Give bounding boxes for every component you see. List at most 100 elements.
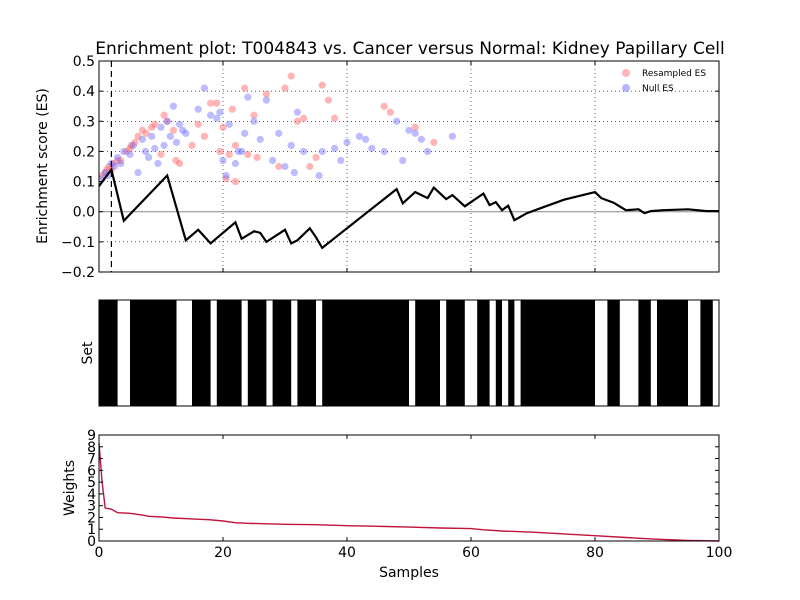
set-gap	[241, 300, 248, 406]
null-es-point	[281, 162, 289, 171]
set-bars	[99, 300, 719, 406]
null-es-point	[293, 108, 301, 116]
legend-resampled-marker	[622, 69, 630, 77]
null-es-point	[275, 129, 283, 137]
set-gap	[489, 300, 496, 406]
resampled-es-point	[213, 99, 221, 107]
resampled-es-point	[188, 141, 196, 149]
set-gap	[117, 300, 130, 406]
null-es-point	[448, 132, 456, 140]
resampled-es-point	[200, 132, 208, 140]
resampled-es-point	[225, 150, 233, 159]
resampled-es-point	[386, 108, 394, 116]
null-es-point	[368, 144, 376, 153]
y-tick-label: 8	[87, 440, 96, 456]
weights-line-group	[98, 443, 720, 542]
resampled-es-point	[176, 159, 184, 168]
null-es-point	[231, 159, 239, 168]
resampled-es-point	[194, 120, 202, 128]
null-es-point	[262, 96, 270, 104]
set-gap	[409, 300, 416, 406]
weights-x-ticks: 0 20 40 60 80 100	[95, 435, 733, 561]
null-es-point	[287, 141, 295, 149]
resampled-es-point	[163, 117, 171, 125]
set-frame	[98, 299, 720, 407]
resampled-es-point	[207, 99, 215, 107]
null-es-point	[343, 138, 351, 146]
x-tick-label: 60	[462, 545, 480, 561]
legend-resampled-label: Resampled ES	[642, 69, 706, 79]
null-es-point	[250, 117, 258, 125]
enrichment-y-ticks: 0.5 0.4 0.3 0.2 0.1 0.0 −0.1 −0.2	[61, 54, 719, 281]
x-tick-label: 0	[95, 545, 104, 561]
null-es-point	[234, 147, 243, 156]
null-es-point	[417, 135, 425, 143]
null-es-point	[362, 135, 370, 143]
weights-x-label: Samples	[379, 565, 439, 581]
null-es-point	[290, 168, 298, 177]
y-tick-label: 0.0	[73, 205, 95, 221]
x-tick-label: 40	[338, 545, 356, 561]
set-gap	[440, 300, 447, 406]
resampled-es-point	[250, 111, 258, 119]
y-tick-label: 0	[87, 534, 96, 550]
resampled-es-point	[231, 177, 239, 186]
y-tick-label: 9	[87, 428, 96, 444]
resampled-es-point	[275, 162, 283, 171]
resampled-es-point	[244, 150, 252, 159]
enrichment-points	[98, 72, 456, 186]
y-tick-label: 0.1	[73, 175, 95, 191]
null-es-point	[138, 135, 146, 143]
set-gap	[595, 300, 608, 406]
null-es-point	[176, 120, 184, 128]
null-es-point	[405, 126, 413, 134]
resampled-es-point	[222, 174, 230, 183]
y-tick-label: 3	[87, 499, 96, 515]
y-tick-label: 6	[87, 463, 96, 479]
null-es-point	[393, 117, 401, 125]
set-gap	[688, 300, 701, 406]
resampled-es-point	[219, 123, 227, 131]
resampled-es-point	[306, 162, 314, 171]
set-gap	[464, 300, 478, 406]
weights-frame	[98, 434, 720, 542]
null-es-point	[194, 105, 202, 113]
null-es-point	[318, 147, 326, 156]
weights-y-label: Weights	[62, 460, 78, 516]
resampled-es-point	[430, 138, 438, 146]
null-es-point	[154, 159, 162, 168]
x-tick-label: 20	[214, 545, 232, 561]
null-es-point	[169, 102, 177, 110]
null-es-point	[117, 159, 125, 168]
null-es-point	[244, 93, 252, 101]
y-tick-label: 7	[87, 452, 96, 468]
resampled-es-point	[324, 96, 332, 104]
null-es-point	[337, 156, 345, 165]
null-es-point	[126, 150, 134, 159]
set-gap	[514, 300, 521, 406]
resampled-es-point	[300, 114, 308, 122]
chart-title: Enrichment plot: T004843 vs. Cancer vers…	[95, 39, 725, 59]
es-curve	[98, 166, 719, 250]
enrichment-legend: Resampled ES Null ES	[622, 69, 706, 94]
x-tick-label: 100	[706, 545, 733, 561]
resampled-es-point	[231, 141, 239, 149]
null-es-point	[114, 153, 122, 162]
resampled-es-point	[131, 138, 139, 146]
null-es-point	[216, 108, 224, 116]
null-es-point	[129, 141, 137, 149]
null-es-point	[424, 147, 432, 156]
set-gap	[316, 300, 323, 406]
null-es-point	[213, 114, 221, 122]
resampled-es-point	[117, 156, 125, 165]
enrichment-lines	[98, 61, 719, 272]
enrichment-plot-area	[99, 61, 719, 272]
y-tick-label: 1	[87, 522, 96, 538]
y-tick-label: 0.4	[73, 84, 95, 100]
null-es-point	[151, 144, 159, 153]
resampled-es-point	[253, 153, 261, 162]
null-es-point	[160, 141, 168, 149]
legend-null-label: Null ES	[642, 84, 674, 94]
